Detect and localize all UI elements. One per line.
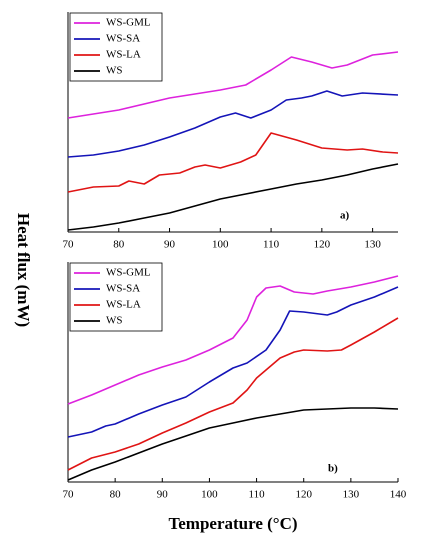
x-tick-label: 80 — [110, 489, 122, 501]
x-tick-label: 90 — [157, 489, 169, 501]
x-tick-label: 70 — [63, 489, 75, 501]
x-tick-label: 130 — [364, 239, 381, 251]
x-tick-label: 140 — [390, 489, 407, 501]
legend-label: WS-SA — [106, 33, 140, 45]
series-line — [67, 90, 399, 158]
series-line — [67, 286, 399, 438]
x-tick-label: 90 — [164, 239, 176, 251]
legend-label: WS — [106, 315, 123, 327]
series-line — [67, 132, 399, 193]
series-line — [67, 163, 399, 231]
x-tick-label: 120 — [314, 239, 331, 251]
legend-label: WS-LA — [106, 49, 141, 61]
x-axis-label: Temperature (°C) — [168, 514, 297, 533]
panel-label: b) — [328, 463, 338, 475]
legend-label: WS-SA — [106, 283, 140, 295]
x-tick-label: 120 — [295, 489, 312, 501]
x-tick-label: 80 — [113, 239, 125, 251]
x-tick-label: 100 — [201, 489, 218, 501]
series-line — [67, 51, 399, 119]
legend-box — [69, 262, 163, 332]
x-tick-label: 110 — [249, 489, 266, 501]
x-tick-label: 100 — [212, 239, 229, 251]
x-tick-label: 110 — [263, 239, 280, 251]
legend-label: WS — [106, 65, 123, 77]
x-tick-label: 130 — [343, 489, 360, 501]
legend-label: WS-GML — [106, 267, 151, 279]
legend-box — [69, 12, 163, 82]
x-tick-label: 70 — [63, 239, 75, 251]
series-line — [67, 407, 399, 481]
y-axis-label: Heat flux (mW) — [14, 213, 33, 327]
legend-label: WS-GML — [106, 17, 151, 29]
series-line — [67, 275, 399, 405]
series-line — [67, 317, 399, 471]
legend-label: WS-LA — [106, 299, 141, 311]
panel-label: a) — [340, 210, 350, 222]
